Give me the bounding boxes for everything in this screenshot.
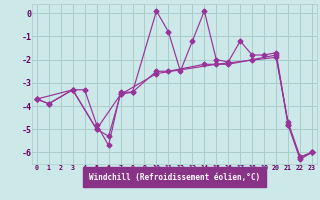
X-axis label: Windchill (Refroidissement éolien,°C): Windchill (Refroidissement éolien,°C) [89, 173, 260, 182]
